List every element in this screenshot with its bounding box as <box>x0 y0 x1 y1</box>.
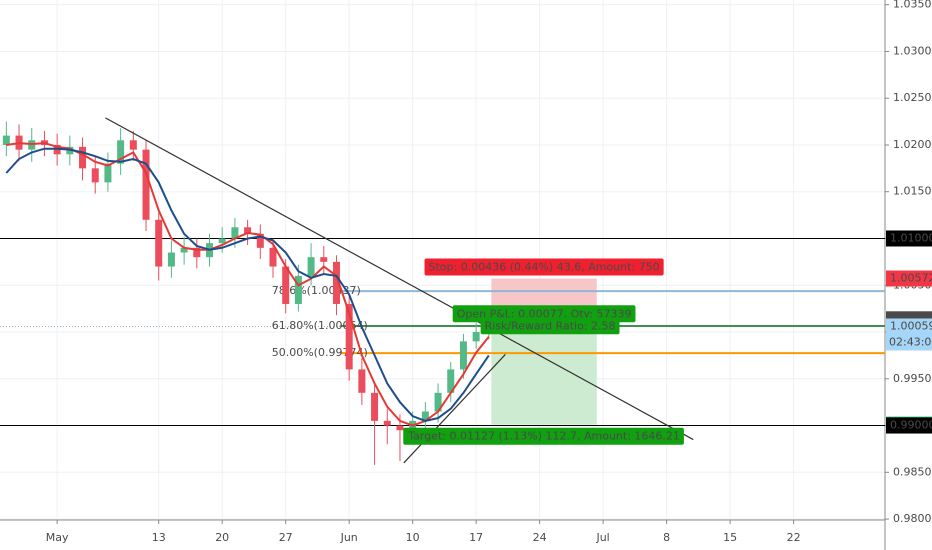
candle-body <box>396 425 404 431</box>
x-tick-label: 13 <box>152 531 166 544</box>
moving-average <box>6 142 490 427</box>
price-badge <box>886 417 932 434</box>
candle-body <box>91 168 99 183</box>
candle-body <box>142 149 150 220</box>
countdown: 02:43:03 <box>889 335 932 348</box>
y-tick-label: 1.02500 <box>893 91 932 104</box>
candle-body <box>180 247 188 253</box>
target-label-bg <box>403 427 684 445</box>
candle-body <box>332 261 340 304</box>
candle-body <box>129 140 137 150</box>
candle-body <box>193 247 201 258</box>
candle-body <box>421 411 429 421</box>
price-badge-label: 1.00059 <box>890 319 932 332</box>
candle-body <box>294 275 302 304</box>
candle-body <box>307 257 315 276</box>
candle-body <box>155 219 163 267</box>
target-label-text: Target: 0.01127 (1.13%) 112.7, Amount: 1… <box>407 430 680 443</box>
price-badge-label: 0.99000 <box>890 419 932 432</box>
candle-body <box>104 163 112 183</box>
candle-body <box>218 238 226 244</box>
moving-average <box>5 147 490 422</box>
stop-label-text: Stop: 0.00436 (0.44%) 43.6, Amount: 750 <box>429 261 660 274</box>
x-tick-label: 20 <box>215 531 229 544</box>
candle-body <box>383 420 391 426</box>
candle-body <box>79 146 87 169</box>
candle-body <box>244 227 252 234</box>
candle-body <box>282 266 290 304</box>
x-tick-label: Jun <box>340 531 358 544</box>
x-tick-label: May <box>46 531 69 544</box>
x-tick-label: 8 <box>663 531 670 544</box>
ratio-label-text: Risk/Reward Ratio: 2.58 <box>485 319 616 332</box>
stop-label: Stop: 0.00436 (0.44%) 43.6, Amount: 750 <box>424 258 664 276</box>
price-badge <box>886 230 932 247</box>
candle-body <box>320 257 328 262</box>
x-tick-label: Jul <box>595 531 609 544</box>
candle-body <box>167 252 175 267</box>
price-badge <box>886 318 932 335</box>
trend-line <box>105 117 694 441</box>
fib-label: 61.80%(1.00064) <box>272 319 368 332</box>
y-tick-label: 1.03000 <box>893 44 932 57</box>
y-tick-label: 1.01500 <box>893 185 932 198</box>
x-tick-label: 27 <box>279 531 293 544</box>
candle-body <box>358 369 366 393</box>
x-tick-label: 24 <box>533 531 547 544</box>
candle-body <box>117 140 125 164</box>
ratio-label-bg <box>480 317 620 335</box>
trend-line <box>403 354 506 464</box>
profit-zone <box>491 319 597 425</box>
price-badge-label: 1.00572 <box>890 272 932 285</box>
y-tick-label: 1.03500 <box>893 0 932 11</box>
price-badge-label: 1.01000 <box>890 231 932 244</box>
x-tick-label: 15 <box>723 531 737 544</box>
pnl-label-text: Open P&L: 0.00077, Qty: 57339 <box>457 307 632 320</box>
candle-body <box>434 392 442 412</box>
candle-body <box>459 341 467 370</box>
candle-body <box>269 247 277 267</box>
candle-body <box>2 135 10 145</box>
fib-label: 50.00%(0.99774) <box>272 346 368 359</box>
x-tick-label: 22 <box>787 531 801 544</box>
x-tick-label: 10 <box>406 531 420 544</box>
candle-body <box>256 233 264 248</box>
candle-body <box>447 369 455 393</box>
y-tick-label: 1.02000 <box>893 138 932 151</box>
countdown-badge <box>886 334 932 351</box>
candle-body <box>472 332 480 342</box>
candle-body <box>231 227 239 239</box>
ratio-label: Risk/Reward Ratio: 2.58 <box>480 317 620 335</box>
price-badge <box>886 270 932 287</box>
candle-body <box>371 392 379 421</box>
candle-body <box>345 303 353 370</box>
target-label: Target: 0.01127 (1.13%) 112.7, Amount: 1… <box>403 427 684 445</box>
y-tick-label: 0.99500 <box>893 372 932 385</box>
stop-label-bg <box>424 258 664 276</box>
x-tick-label: 17 <box>469 531 483 544</box>
